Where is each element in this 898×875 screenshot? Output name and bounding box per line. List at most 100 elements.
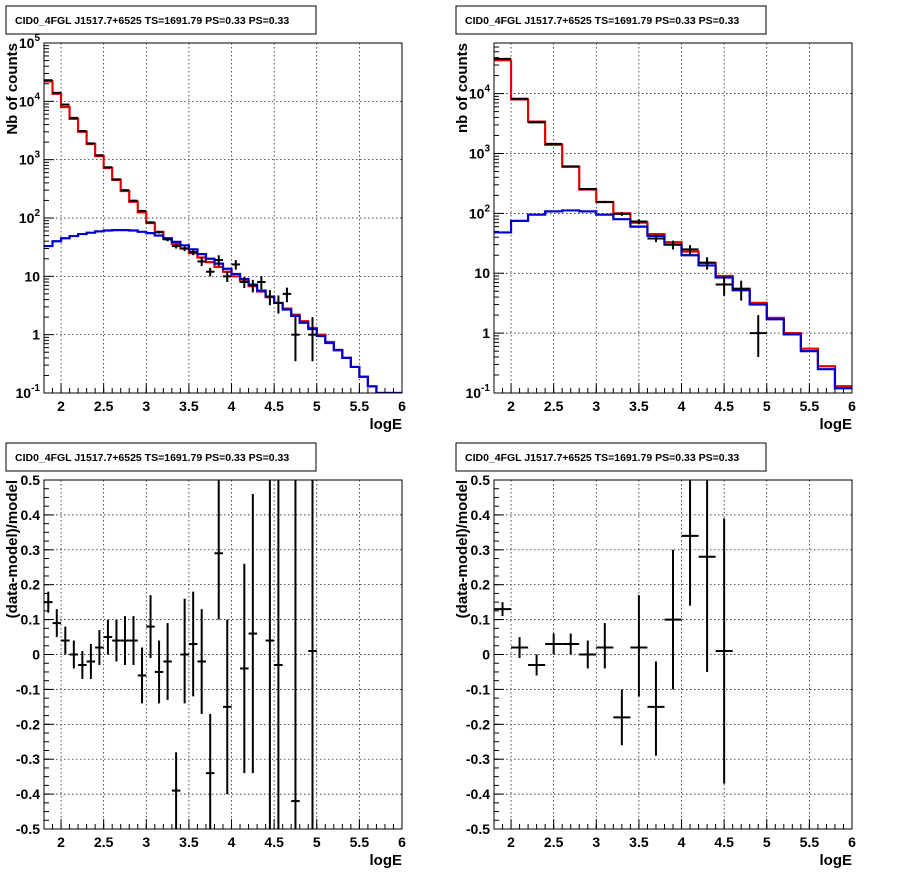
data-point xyxy=(647,235,665,243)
data-point xyxy=(197,257,206,267)
data-point xyxy=(291,317,300,362)
y-axis-label: (data-model)/model xyxy=(454,480,471,618)
y-tick-label: -0.4 xyxy=(16,786,40,802)
data-point xyxy=(52,91,62,94)
y-tick-label: 103 xyxy=(19,150,41,168)
x-axis-label: logE xyxy=(370,416,403,433)
data-point xyxy=(197,609,206,714)
y-tick-label: 0.4 xyxy=(21,507,41,523)
plot-area xyxy=(494,57,852,390)
series-0-step-line xyxy=(44,80,402,393)
data-point xyxy=(248,279,258,293)
data-point xyxy=(630,219,648,225)
y-tick-label: 10 xyxy=(24,268,40,284)
y-axis-label: Nb of counts xyxy=(4,43,21,135)
y-axis-label: (data-model)/model xyxy=(4,480,21,618)
data-point xyxy=(613,689,631,746)
y-tick-label: 0.5 xyxy=(21,472,41,488)
x-tick-label: 4 xyxy=(678,398,686,414)
data-point xyxy=(494,57,512,60)
y-tick-label: 1 xyxy=(32,327,40,343)
y-tick-label: 0.2 xyxy=(21,577,41,593)
x-tick-label: 4.5 xyxy=(714,398,734,414)
data-point xyxy=(732,280,750,301)
data-point xyxy=(86,644,96,679)
y-tick-label: 0.5 xyxy=(471,472,491,488)
data-point xyxy=(69,116,79,119)
chart-panel-residuals-left: CID0_4FGL J1517.7+6525 TS=1691.79 PS=0.3… xyxy=(4,442,406,869)
y-tick-label: -0.3 xyxy=(16,751,40,767)
x-tick-label: 3 xyxy=(592,834,600,850)
data-point xyxy=(120,616,130,665)
plot-area xyxy=(44,79,402,393)
plot-frame xyxy=(493,42,853,394)
data-point xyxy=(231,260,241,270)
plot-frame xyxy=(43,479,403,830)
data-point xyxy=(44,79,53,82)
y-tick-label: -0.5 xyxy=(466,821,490,837)
x-tick-label: 5.5 xyxy=(350,398,370,414)
data-point xyxy=(171,752,181,829)
data-point xyxy=(265,290,275,306)
series-1-step-line xyxy=(44,229,402,393)
data-point xyxy=(188,249,198,256)
y-tick-label: 0.1 xyxy=(471,612,491,628)
y-tick-label: 1 xyxy=(482,325,490,341)
x-tick-label: 2.5 xyxy=(94,834,114,850)
x-tick-label: 2.5 xyxy=(544,398,564,414)
x-tick-label: 4 xyxy=(678,834,686,850)
y-tick-label: 0.2 xyxy=(471,577,491,593)
title-box xyxy=(5,442,317,472)
data-point xyxy=(171,243,181,249)
data-point xyxy=(681,480,699,606)
y-tick-label: -0.3 xyxy=(466,751,490,767)
data-point xyxy=(240,563,249,774)
plot-area xyxy=(44,480,317,829)
data-point xyxy=(282,287,292,303)
x-tick-label: 3.5 xyxy=(179,834,199,850)
plot-area xyxy=(494,480,733,784)
data-point xyxy=(562,633,580,655)
data-point xyxy=(579,640,597,669)
data-point xyxy=(180,598,189,704)
x-tick-label: 5 xyxy=(313,834,321,850)
data-point xyxy=(205,267,215,277)
x-tick-label: 4 xyxy=(228,398,236,414)
y-tick-label: 102 xyxy=(19,208,41,226)
y-tick-label: -0.4 xyxy=(466,786,490,802)
data-point xyxy=(545,633,563,655)
data-point xyxy=(44,591,53,613)
data-point xyxy=(274,295,283,314)
x-tick-label: 5 xyxy=(763,398,771,414)
x-tick-label: 6 xyxy=(398,834,406,850)
chart-title: CID0_4FGL J1517.7+6525 TS=1691.79 PS=0.3… xyxy=(15,452,289,464)
data-point xyxy=(137,209,147,213)
x-tick-label: 5.5 xyxy=(800,398,820,414)
x-tick-label: 4.5 xyxy=(714,834,734,850)
data-point xyxy=(562,165,580,168)
data-point xyxy=(188,591,198,697)
data-point xyxy=(154,230,164,234)
y-tick-label: 104 xyxy=(19,91,41,109)
y-tick-label: 0 xyxy=(32,647,40,663)
y-tick-label: 10-1 xyxy=(16,383,41,401)
x-tick-label: 5.5 xyxy=(350,834,370,850)
data-point xyxy=(205,713,215,829)
x-tick-label: 2.5 xyxy=(544,834,564,850)
data-point xyxy=(494,602,512,617)
y-tick-label: 103 xyxy=(469,143,491,161)
y-tick-label: 10 xyxy=(474,265,490,281)
data-point xyxy=(61,103,70,106)
data-point xyxy=(265,480,275,829)
x-tick-label: 4.5 xyxy=(264,834,284,850)
data-point xyxy=(120,189,130,192)
data-point xyxy=(103,166,113,169)
data-point xyxy=(112,178,121,181)
data-point xyxy=(257,276,266,290)
x-tick-label: 5.5 xyxy=(800,834,820,850)
data-point xyxy=(596,623,614,669)
y-tick-label: -0.5 xyxy=(16,821,40,837)
x-tick-label: 2 xyxy=(507,834,515,850)
data-point xyxy=(95,630,104,665)
